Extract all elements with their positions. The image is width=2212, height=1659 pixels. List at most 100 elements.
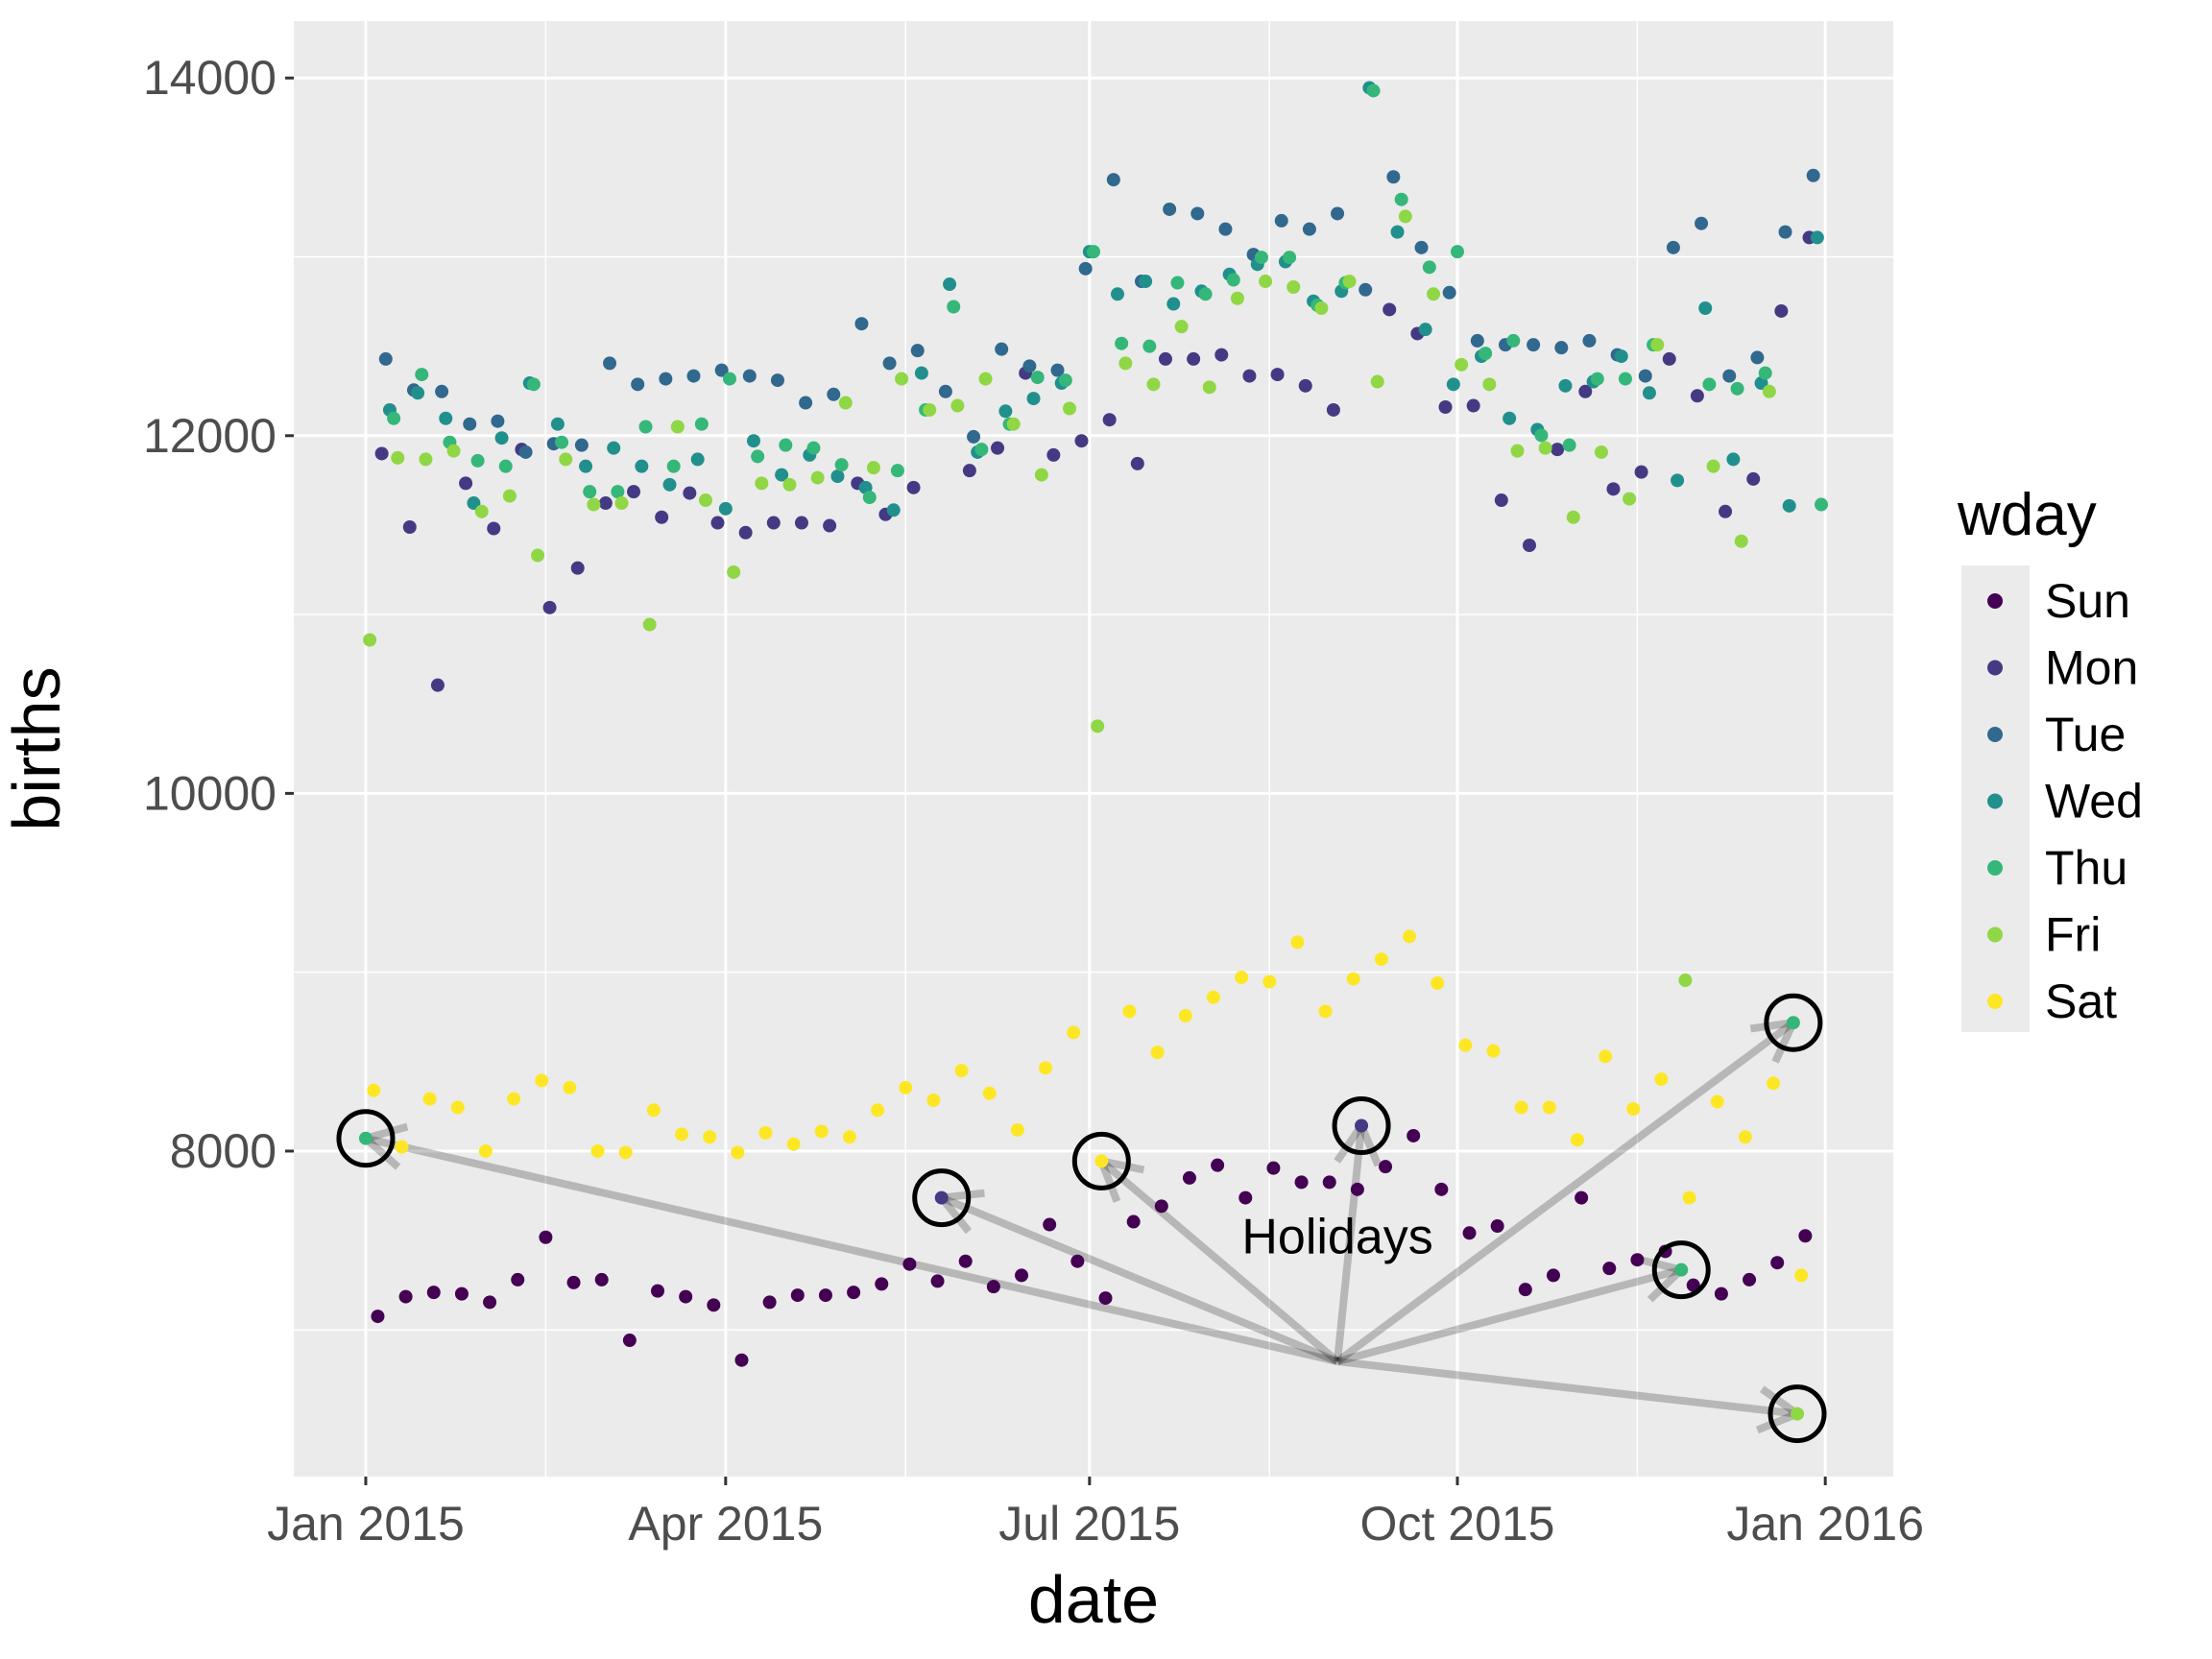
data-point-thu: [1394, 192, 1408, 206]
data-point-fri: [531, 548, 545, 563]
data-point-thu: [834, 458, 849, 472]
plot-panel: [294, 21, 1893, 1477]
data-point-mon: [1719, 504, 1733, 518]
data-point-mon: [1242, 369, 1257, 383]
holiday-circle: [1764, 993, 1823, 1052]
data-point-wed: [467, 496, 481, 511]
data-point-mon: [710, 516, 725, 530]
data-point-sat: [367, 1083, 381, 1097]
data-point-sat: [1767, 1076, 1781, 1091]
data-point-sun: [1546, 1268, 1560, 1283]
data-point-tue: [518, 445, 533, 459]
data-point-fri: [1594, 445, 1608, 459]
data-point-thu: [611, 485, 625, 499]
data-point-mon: [906, 480, 921, 494]
data-point-sat: [899, 1080, 913, 1094]
data-point-tue: [1218, 222, 1233, 236]
data-point-wed: [1642, 386, 1656, 400]
data-point-thu: [1562, 438, 1576, 452]
y-tick-label: 12000: [143, 409, 276, 463]
data-point-mon: [1746, 471, 1761, 486]
legend-key-mon: [1987, 660, 2003, 676]
data-point-fri: [950, 398, 965, 413]
data-point-thu: [1283, 251, 1297, 265]
data-point-wed: [1139, 275, 1153, 289]
data-point-wed: [1810, 230, 1824, 245]
data-point-fri: [755, 476, 769, 491]
holiday-arrowhead: [1100, 1157, 1145, 1174]
legend-label-thu: Thu: [2045, 841, 2128, 895]
holiday-arrowhead: [1755, 1409, 1799, 1434]
data-point-wed: [662, 477, 677, 492]
data-point-wed: [1503, 411, 1517, 425]
data-point-thu: [862, 491, 877, 505]
data-point-tue: [1163, 202, 1177, 216]
legend-title: wday: [1957, 482, 2097, 548]
x-tick-label: Jul 2015: [998, 1497, 1180, 1551]
data-point-fri: [727, 565, 741, 579]
data-point-tue: [1190, 206, 1205, 221]
data-point-sun: [1686, 1278, 1700, 1292]
data-point-thu: [1702, 377, 1717, 392]
legend-label-sat: Sat: [2045, 974, 2117, 1028]
data-point-sat: [646, 1103, 661, 1118]
legend-key-thu: [1987, 860, 2003, 876]
holiday-circle: [1071, 1131, 1131, 1190]
data-point-sat: [1654, 1072, 1669, 1087]
data-point-sat: [590, 1143, 605, 1158]
data-point-thu: [806, 441, 821, 455]
data-point-fri: [474, 504, 489, 518]
data-point-thu: [1142, 339, 1157, 353]
data-point-mon: [1046, 447, 1061, 462]
data-point-sun: [847, 1286, 861, 1300]
holiday-arrowhead: [1638, 1256, 1683, 1274]
data-point-fri: [614, 496, 629, 511]
data-point-sat: [478, 1143, 493, 1158]
x-tick-label: Apr 2015: [628, 1497, 823, 1551]
data-point-sun: [818, 1288, 832, 1303]
data-point-mon: [1158, 351, 1172, 366]
legend: wday Sun Mon Tue Wed Thu Fri Sat: [1957, 482, 2143, 1032]
data-point-mon: [1214, 348, 1229, 362]
data-point-fri: [1566, 510, 1580, 524]
data-point-thu: [1451, 245, 1465, 259]
holiday-circle: [336, 1109, 396, 1168]
data-point-sat: [1010, 1122, 1024, 1137]
data-point-mon: [430, 678, 445, 692]
data-point-fri: [866, 461, 880, 475]
legend-key-sat: [1987, 994, 2003, 1009]
data-point-mon: [1298, 378, 1312, 393]
data-point-tue: [1358, 282, 1373, 297]
data-point-thu: [1170, 276, 1185, 290]
data-point-sat: [1122, 1004, 1137, 1019]
data-point-sun: [707, 1298, 721, 1312]
data-point-sun: [1575, 1190, 1589, 1205]
data-point-thu: [638, 420, 653, 434]
data-point-sat: [1094, 1154, 1109, 1168]
grid-minor: [294, 21, 1893, 1477]
data-point-sun: [426, 1286, 441, 1300]
holiday-arrowhead: [364, 1122, 409, 1142]
data-point-tue: [378, 351, 393, 366]
data-point-fri: [698, 493, 712, 508]
data-point-tue: [742, 369, 757, 383]
data-point-tue: [882, 356, 897, 371]
data-point-sat: [1542, 1100, 1556, 1115]
data-point-tue: [603, 356, 617, 371]
data-point-thu: [1366, 84, 1381, 98]
data-point-sun: [1630, 1253, 1645, 1267]
holiday-arrow-shaft: [940, 1193, 1339, 1365]
data-point-mon: [823, 518, 837, 533]
data-point-fri: [1650, 338, 1665, 352]
data-point-thu: [779, 438, 793, 452]
data-point-sun: [1379, 1160, 1393, 1174]
legend-label-mon: Mon: [2045, 641, 2138, 695]
data-point-fri: [642, 617, 657, 632]
data-point-sun: [511, 1272, 525, 1286]
data-point-thu: [722, 372, 736, 386]
data-point-sun: [958, 1254, 973, 1268]
data-point-sun: [398, 1289, 413, 1304]
data-point-thu: [947, 300, 961, 314]
data-point-tue: [854, 317, 869, 331]
holiday-arrow-shaft: [1336, 1265, 1683, 1365]
